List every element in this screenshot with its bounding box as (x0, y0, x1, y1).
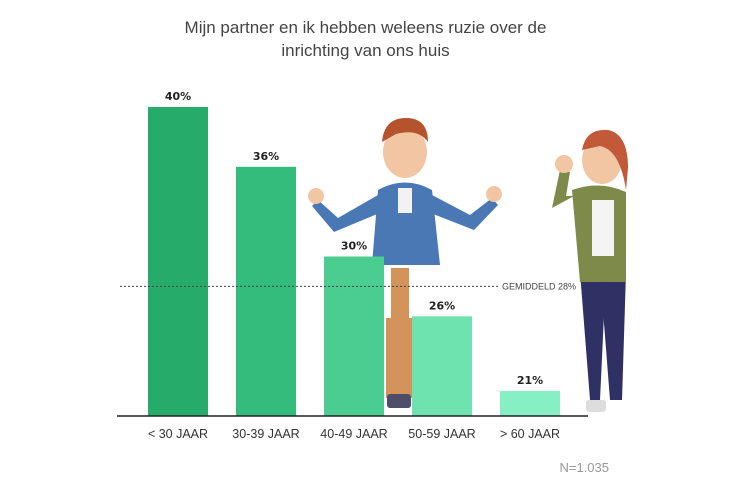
value-label-3: 30% (341, 240, 367, 253)
chart-title-line-1: Mijn partner en ik hebben weleens ruzie … (184, 18, 547, 37)
value-label-5: 21% (517, 374, 543, 387)
man-illustration (308, 118, 502, 408)
chart-title: Mijn partner en ik hebben weleens ruzie … (0, 16, 731, 62)
category-label-2: 30-39 JAAR (232, 427, 299, 441)
woman-illustration (552, 129, 628, 412)
average-label: GEMIDDELD 28% (502, 281, 576, 291)
chart-title-line-2: inrichting van ons huis (281, 41, 450, 60)
category-label-5: > 60 JAAR (500, 427, 560, 441)
value-label-1: 40% (165, 90, 191, 103)
category-label-1: < 30 JAAR (148, 427, 208, 441)
bar-1 (148, 107, 208, 416)
bar-4 (412, 316, 472, 416)
value-label-2: 36% (253, 150, 279, 163)
bar-2 (236, 166, 296, 416)
bar-5 (500, 391, 560, 416)
bar-3 (324, 256, 384, 416)
sample-size-note: N=1.035 (559, 460, 609, 475)
value-labels: 40% 36% 30% 26% 21% (165, 90, 543, 387)
bars (148, 107, 560, 416)
category-label-3: 40-49 JAAR (320, 427, 387, 441)
value-label-4: 26% (429, 299, 455, 312)
category-labels: < 30 JAAR 30-39 JAAR 40-49 JAAR 50-59 JAAR >… (148, 427, 560, 441)
category-label-4: 50-59 JAAR (408, 427, 475, 441)
